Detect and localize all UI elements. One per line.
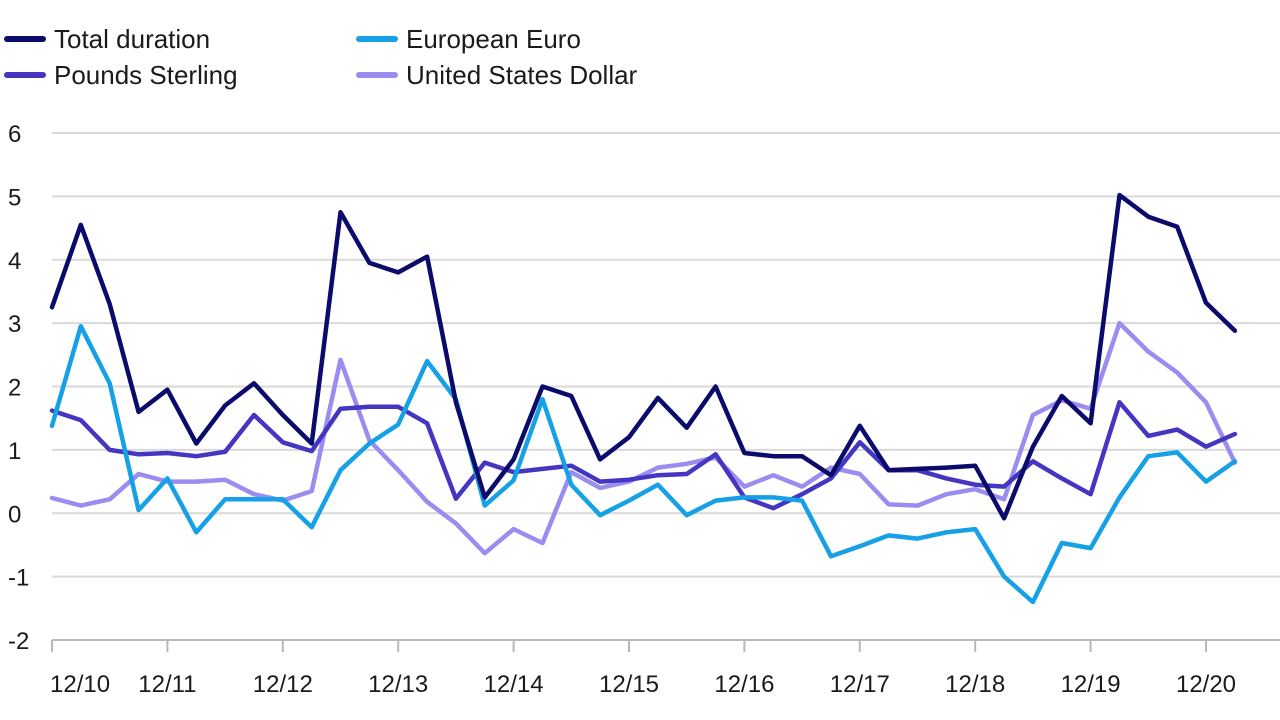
legend-label-us-dollar: United States Dollar <box>406 59 638 90</box>
x-tick-label: 12/15 <box>599 671 659 698</box>
legend-item-total-duration: Total duration <box>4 22 210 56</box>
y-tick-label: 3 <box>8 311 21 338</box>
y-tick-label: 1 <box>8 438 21 465</box>
x-tick-label: 12/17 <box>830 671 890 698</box>
legend-swatch-pounds-sterling <box>4 72 46 78</box>
y-tick-label: -1 <box>8 565 29 592</box>
series-line-european-euro <box>49 324 1238 605</box>
x-tick-label: 12/16 <box>714 671 774 698</box>
x-tick-label: 12/14 <box>484 671 544 698</box>
y-tick-label: 2 <box>8 375 21 402</box>
legend-swatch-total-duration <box>4 36 46 42</box>
legend-swatch-european-euro <box>356 36 398 42</box>
legend-label-pounds-sterling: Pounds Sterling <box>54 59 238 90</box>
series-line-pounds-sterling <box>49 400 1238 511</box>
x-tick-label: 12/11 <box>138 671 196 698</box>
legend-item-pounds-sterling: Pounds Sterling <box>4 58 238 92</box>
legend-label-european-euro: European Euro <box>406 23 581 54</box>
chart-legend: Total duration European Euro Pounds Ster… <box>0 22 760 97</box>
legend-swatch-us-dollar <box>356 72 398 78</box>
x-tick-label: 12/12 <box>253 671 313 698</box>
x-tick-label: 12/18 <box>945 671 1005 698</box>
y-tick-label: 5 <box>8 184 21 211</box>
y-tick-label: 6 <box>8 121 21 148</box>
series-line-united-states-dollar <box>49 320 1238 556</box>
x-tick-label: 12/20 <box>1176 671 1236 698</box>
legend-label-total-duration: Total duration <box>54 23 211 54</box>
legend-item-european-euro: European Euro <box>356 22 581 56</box>
y-tick-label: 4 <box>8 248 21 275</box>
y-tick-label: 0 <box>8 501 21 528</box>
x-axis: 12/10 12/11 12/12 12/13 12/14 12/15 12/16 12/17… <box>50 640 1236 698</box>
series-line-total-duration <box>49 192 1238 521</box>
x-tick-label: 12/19 <box>1061 671 1121 698</box>
x-tick-label: 12/13 <box>368 671 428 698</box>
legend-item-us-dollar: United States Dollar <box>356 58 637 92</box>
y-tick-label: -2 <box>8 628 29 655</box>
y-axis-ticks: 6 5 4 3 2 1 0 -1 -2 <box>8 121 29 655</box>
series-lines <box>49 192 1238 605</box>
x-tick-label: 12/10 <box>50 671 110 698</box>
